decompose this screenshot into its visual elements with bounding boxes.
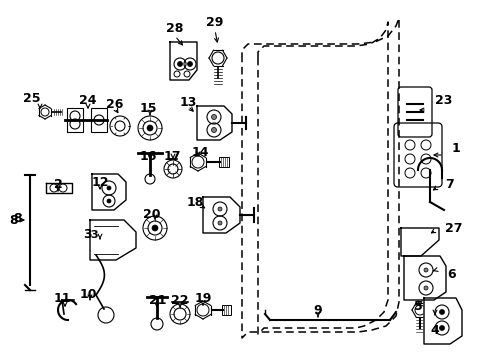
Circle shape — [147, 125, 153, 131]
Polygon shape — [423, 298, 461, 344]
Circle shape — [177, 62, 182, 67]
Text: 2: 2 — [54, 179, 62, 192]
Text: 5: 5 — [413, 300, 422, 312]
Circle shape — [439, 325, 444, 330]
Bar — [91, 108, 107, 132]
Text: 27: 27 — [444, 221, 462, 234]
Text: 11: 11 — [53, 292, 71, 305]
Bar — [222, 305, 230, 315]
Text: 29: 29 — [206, 15, 223, 28]
Text: 3: 3 — [90, 230, 98, 240]
Polygon shape — [90, 220, 136, 260]
Text: 12: 12 — [91, 176, 108, 189]
Polygon shape — [403, 256, 445, 300]
Text: 18: 18 — [186, 195, 203, 208]
Text: 8: 8 — [14, 211, 22, 225]
Text: 19: 19 — [194, 292, 211, 305]
Text: 28: 28 — [166, 22, 183, 35]
Text: 17: 17 — [163, 149, 181, 162]
Text: 6: 6 — [446, 267, 455, 280]
Text: 16: 16 — [139, 149, 156, 162]
Text: 8: 8 — [9, 213, 18, 226]
Circle shape — [439, 310, 444, 315]
Text: 13: 13 — [179, 96, 196, 109]
Text: 4: 4 — [430, 324, 439, 337]
Circle shape — [218, 221, 222, 225]
Text: 1: 1 — [451, 141, 460, 154]
Circle shape — [211, 127, 216, 132]
Text: 26: 26 — [106, 99, 123, 112]
Circle shape — [107, 186, 111, 190]
Circle shape — [107, 199, 111, 203]
Circle shape — [187, 62, 192, 67]
Circle shape — [211, 114, 216, 120]
Text: 23: 23 — [434, 94, 451, 107]
Text: 7: 7 — [444, 179, 453, 192]
Circle shape — [152, 225, 158, 231]
Text: 3: 3 — [83, 228, 92, 240]
Text: 14: 14 — [191, 145, 208, 158]
Text: 24: 24 — [79, 94, 97, 107]
Text: 15: 15 — [139, 102, 157, 114]
Polygon shape — [400, 228, 438, 256]
Bar — [219, 157, 228, 167]
Circle shape — [423, 268, 427, 272]
Text: 21: 21 — [149, 293, 166, 306]
Polygon shape — [197, 106, 231, 140]
Polygon shape — [46, 183, 72, 193]
Text: 9: 9 — [313, 305, 322, 318]
Circle shape — [218, 207, 222, 211]
Bar — [67, 108, 83, 132]
Text: 25: 25 — [23, 91, 41, 104]
Polygon shape — [92, 174, 126, 210]
Polygon shape — [203, 197, 240, 233]
Polygon shape — [170, 42, 197, 80]
Text: 20: 20 — [143, 208, 161, 221]
Text: 22: 22 — [171, 293, 188, 306]
Circle shape — [423, 286, 427, 290]
Text: 10: 10 — [79, 288, 97, 302]
